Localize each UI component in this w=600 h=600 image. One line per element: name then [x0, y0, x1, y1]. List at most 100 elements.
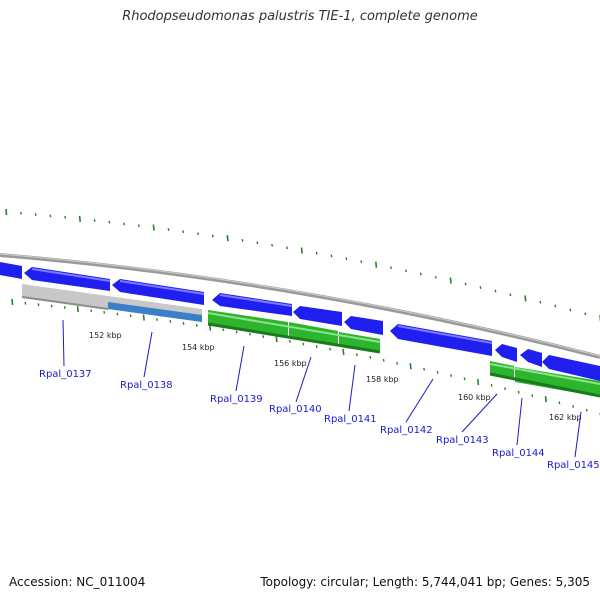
tick-mark [169, 320, 172, 323]
tick-mark [517, 390, 520, 394]
tick-mark [288, 340, 291, 343]
tick-mark [182, 322, 185, 325]
tick-mark [271, 243, 274, 247]
tick-mark [404, 269, 407, 273]
tick-mark [355, 353, 358, 357]
gene-feature-blue[interactable] [520, 349, 542, 367]
gene-feature-blue[interactable] [24, 267, 110, 291]
tick-mark [64, 215, 67, 219]
tick-mark [197, 232, 199, 236]
gene-label-rpal-0140[interactable]: Rpal_0140 [269, 404, 322, 415]
tick-mark [20, 211, 22, 215]
gene-feature-blue[interactable] [390, 324, 492, 356]
tick-mark [103, 310, 106, 314]
tick-mark [93, 219, 96, 222]
tick-mark [129, 314, 132, 318]
gene-shadow [489, 372, 600, 398]
scale-tick-label: 162 kbp [549, 413, 582, 422]
gene-label-rpal-0145[interactable]: Rpal_0145 [547, 460, 600, 471]
tick-mark [300, 247, 303, 254]
tick-mark [539, 300, 542, 304]
scale-tick-label: 152 kbp [89, 331, 122, 340]
tick-mark [137, 224, 140, 228]
tick-mark [152, 224, 155, 231]
gene-feature-steelblue[interactable] [108, 302, 202, 322]
tick-mark [494, 289, 497, 293]
gene-label-rpal-0138[interactable]: Rpal_0138 [120, 380, 173, 391]
gene-label-rpal-0137[interactable]: Rpal_0137 [39, 369, 92, 380]
tick-mark [156, 318, 158, 321]
gene-label-rpal-0144[interactable]: Rpal_0144 [492, 448, 545, 459]
tick-mark [50, 304, 53, 308]
gene-feature-green[interactable] [515, 367, 600, 397]
gene-feature-blue[interactable] [0, 262, 22, 279]
tick-mark [37, 303, 40, 307]
genome-backbone [0, 253, 600, 359]
gene-feature-blue[interactable] [212, 293, 292, 316]
tick-mark [463, 377, 466, 381]
gene-feature-blue[interactable] [542, 355, 600, 381]
tick-mark [409, 363, 412, 370]
tick-mark [558, 401, 561, 405]
tick-mark [78, 215, 81, 222]
tick-mark [450, 374, 453, 377]
tick-mark [329, 347, 332, 351]
gene-feature-green[interactable] [208, 310, 288, 336]
tick-mark [544, 396, 547, 403]
tick-mark [382, 358, 385, 362]
tick-mark [34, 213, 37, 216]
gene-highlight [207, 312, 381, 343]
gene-feature-blue[interactable] [293, 306, 342, 326]
gene-label-rpal-0143[interactable]: Rpal_0143 [436, 435, 489, 446]
tick-mark [167, 228, 170, 231]
gene-shadow [21, 296, 109, 310]
tick-mark [554, 304, 557, 308]
gene-label-rpal-0139[interactable]: Rpal_0139 [210, 394, 263, 405]
tick-mark [423, 367, 426, 371]
gene-highlight [31, 268, 111, 282]
inner-tick-ring [11, 298, 600, 416]
tick-mark [509, 293, 512, 297]
gene-label-rpal-0141[interactable]: Rpal_0141 [324, 414, 377, 425]
tick-mark [524, 295, 527, 302]
gene-label-rpal-0142[interactable]: Rpal_0142 [380, 425, 433, 436]
tick-mark [434, 275, 437, 279]
gene-feature-gray[interactable] [22, 284, 108, 309]
tick-mark [248, 332, 251, 336]
tick-mark [108, 220, 111, 224]
tick-mark [479, 286, 482, 289]
tick-mark [195, 324, 198, 327]
gene-track [0, 262, 600, 398]
tick-mark [315, 251, 318, 255]
tick-mark [286, 246, 288, 250]
tick-mark [585, 408, 588, 412]
scale-tick-label: 160 kbp [458, 393, 491, 402]
gene-feature-blue[interactable] [112, 279, 204, 305]
tick-mark [369, 356, 372, 359]
tick-mark [182, 230, 185, 234]
tick-mark [436, 370, 439, 374]
tick-mark [222, 328, 225, 332]
genome-backbone-highlight [0, 253, 600, 357]
tick-mark [330, 254, 333, 258]
scale-tick-label: 154 kbp [182, 343, 215, 352]
tick-mark [262, 335, 265, 339]
gene-feature-blue[interactable] [495, 344, 517, 362]
tick-mark [116, 312, 119, 316]
tick-mark [302, 342, 305, 346]
tick-mark [360, 260, 363, 264]
tick-mark [241, 239, 244, 242]
tick-mark [211, 234, 214, 238]
tick-mark [504, 387, 507, 391]
gene-feature-blue[interactable] [344, 316, 383, 335]
tick-mark [569, 308, 572, 312]
tick-mark [572, 405, 575, 408]
map-title: Rhodopseudomonas palustris TIE-1, comple… [122, 9, 478, 24]
scale-tick-label: 156 kbp [274, 359, 307, 368]
tick-mark [396, 361, 399, 365]
tick-mark [11, 298, 14, 306]
tick-mark [531, 394, 534, 398]
tick-mark [477, 378, 480, 386]
tick-mark [464, 282, 467, 286]
tick-mark [256, 241, 259, 245]
